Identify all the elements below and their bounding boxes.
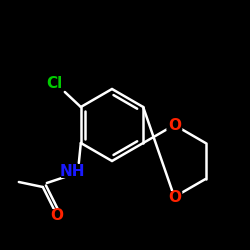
Text: O: O [50, 208, 63, 222]
Text: Cl: Cl [47, 76, 63, 90]
FancyBboxPatch shape [44, 76, 66, 90]
FancyBboxPatch shape [49, 209, 65, 221]
FancyBboxPatch shape [61, 164, 85, 178]
Text: O: O [168, 118, 181, 132]
FancyBboxPatch shape [166, 191, 182, 203]
FancyBboxPatch shape [166, 119, 182, 131]
Text: O: O [168, 190, 181, 204]
Text: NH: NH [60, 164, 86, 178]
